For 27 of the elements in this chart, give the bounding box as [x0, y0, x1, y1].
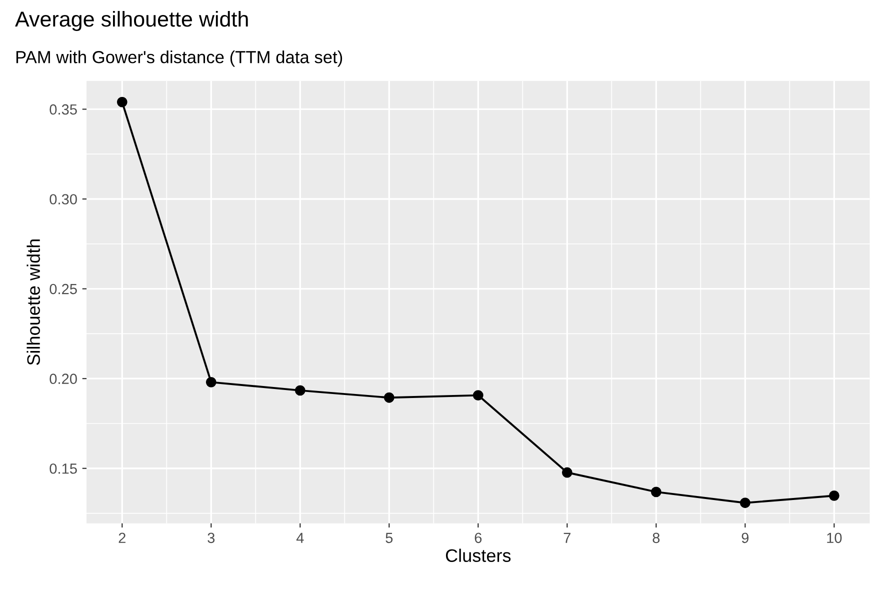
point — [206, 376, 216, 388]
x-tick-label: 4 — [296, 532, 304, 543]
chart-title: Average silhouette width — [15, 10, 248, 32]
y-tick-label: 0.15 — [50, 463, 77, 474]
x-tick-label: 2 — [118, 532, 126, 543]
x-tick-label: 6 — [474, 532, 482, 544]
point — [116, 96, 128, 108]
x-tick-label: 8 — [652, 532, 660, 544]
y-axis-title: Silhouette width — [26, 240, 40, 365]
x-tick-label: 7 — [564, 532, 570, 543]
point — [562, 467, 572, 478]
point — [740, 498, 750, 508]
x-tick-label: 5 — [386, 532, 393, 544]
chart-subtitle: PAM with Gower's distance (TTM data set) — [16, 50, 342, 67]
y-tick-label: 0.30 — [50, 194, 77, 204]
point — [828, 490, 840, 501]
y-tick-label: 0.25 — [50, 284, 77, 294]
y-tick-label: 0.35 — [50, 104, 77, 115]
x-axis-title: Clusters — [446, 548, 511, 562]
x-tick-label: 9 — [742, 532, 749, 544]
x-tick-label: 3 — [208, 532, 215, 544]
y-tick-label: 0.20 — [50, 374, 77, 384]
point — [650, 486, 662, 498]
point — [384, 392, 394, 403]
point — [294, 385, 306, 396]
point — [472, 390, 484, 400]
x-tick-label: 10 — [827, 532, 842, 544]
